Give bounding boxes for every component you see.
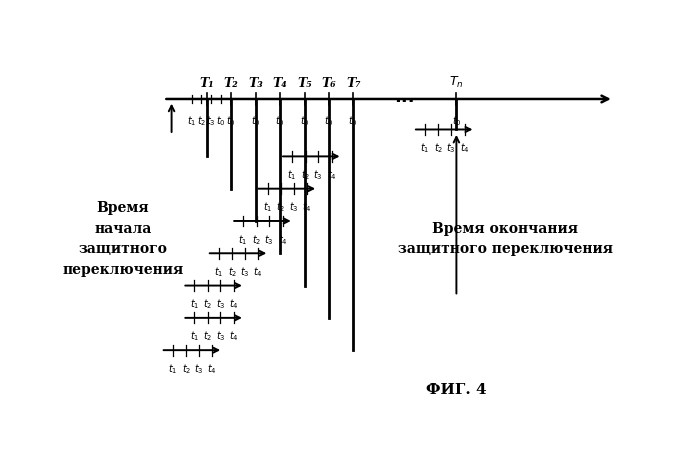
Text: $t_1$: $t_1$ xyxy=(190,330,199,343)
Text: $t_2$: $t_2$ xyxy=(181,362,191,376)
Text: $t_0$: $t_0$ xyxy=(300,115,309,128)
Text: Время окончания
защитного переключения: Время окончания защитного переключения xyxy=(398,222,612,256)
Text: $t_1$: $t_1$ xyxy=(187,115,197,128)
Text: $t_0$: $t_0$ xyxy=(216,115,226,128)
Text: $t_3$: $t_3$ xyxy=(240,265,250,279)
Text: $t_0$: $t_0$ xyxy=(452,115,461,128)
Text: $t_4$: $t_4$ xyxy=(327,168,337,182)
Text: $t_2$: $t_2$ xyxy=(252,233,261,247)
Text: $T_n$: $T_n$ xyxy=(449,75,463,90)
Text: T₃: T₃ xyxy=(248,77,263,90)
Text: $t_2$: $t_2$ xyxy=(228,265,237,279)
Text: $t_1$: $t_1$ xyxy=(214,265,223,279)
Text: $t_4$: $t_4$ xyxy=(253,265,263,279)
Text: $t_1$: $t_1$ xyxy=(263,200,272,214)
Text: ФИГ. 4: ФИГ. 4 xyxy=(426,383,486,397)
Text: $t_2$: $t_2$ xyxy=(276,200,286,214)
Text: $t_1$: $t_1$ xyxy=(287,168,297,182)
Text: $t_0$: $t_0$ xyxy=(349,115,358,128)
Text: $t_3$: $t_3$ xyxy=(216,297,225,311)
Text: T₁: T₁ xyxy=(199,77,214,90)
Text: T₅: T₅ xyxy=(297,77,312,90)
Text: $t_2$: $t_2$ xyxy=(434,141,443,155)
Text: $t_4$: $t_4$ xyxy=(302,200,312,214)
Text: T₂: T₂ xyxy=(224,77,239,90)
Text: $t_2$: $t_2$ xyxy=(197,115,206,128)
Text: $t_3$: $t_3$ xyxy=(446,141,456,155)
Text: $t_1$: $t_1$ xyxy=(420,141,430,155)
Text: $t_3$: $t_3$ xyxy=(289,200,298,214)
Text: $t_3$: $t_3$ xyxy=(206,115,216,128)
Text: $t_0$: $t_0$ xyxy=(251,115,260,128)
Text: T₇: T₇ xyxy=(346,77,360,90)
Text: $t_3$: $t_3$ xyxy=(194,362,204,376)
Text: $t_1$: $t_1$ xyxy=(190,297,199,311)
Text: $t_4$: $t_4$ xyxy=(229,330,239,343)
Text: $t_2$: $t_2$ xyxy=(203,330,213,343)
Text: $t_4$: $t_4$ xyxy=(460,141,470,155)
Text: $t_2$: $t_2$ xyxy=(301,168,310,182)
Text: $t_1$: $t_1$ xyxy=(239,233,248,247)
Text: $t_4$: $t_4$ xyxy=(278,233,288,247)
Text: $t_4$: $t_4$ xyxy=(207,362,217,376)
Text: $t_0$: $t_0$ xyxy=(275,115,285,128)
Text: T₆: T₆ xyxy=(321,77,336,90)
Text: $t_4$: $t_4$ xyxy=(229,297,239,311)
Text: $t_0$: $t_0$ xyxy=(226,115,236,128)
Text: $t_3$: $t_3$ xyxy=(216,330,225,343)
Text: $t_3$: $t_3$ xyxy=(314,168,323,182)
Text: T₄: T₄ xyxy=(273,77,288,90)
Text: ...: ... xyxy=(395,88,415,106)
Text: $t_0$: $t_0$ xyxy=(324,115,334,128)
Text: Время
начала
защитного
переключения: Время начала защитного переключения xyxy=(62,201,183,277)
Text: $t_1$: $t_1$ xyxy=(168,362,177,376)
Text: $t_3$: $t_3$ xyxy=(265,233,274,247)
Text: $t_2$: $t_2$ xyxy=(203,297,213,311)
